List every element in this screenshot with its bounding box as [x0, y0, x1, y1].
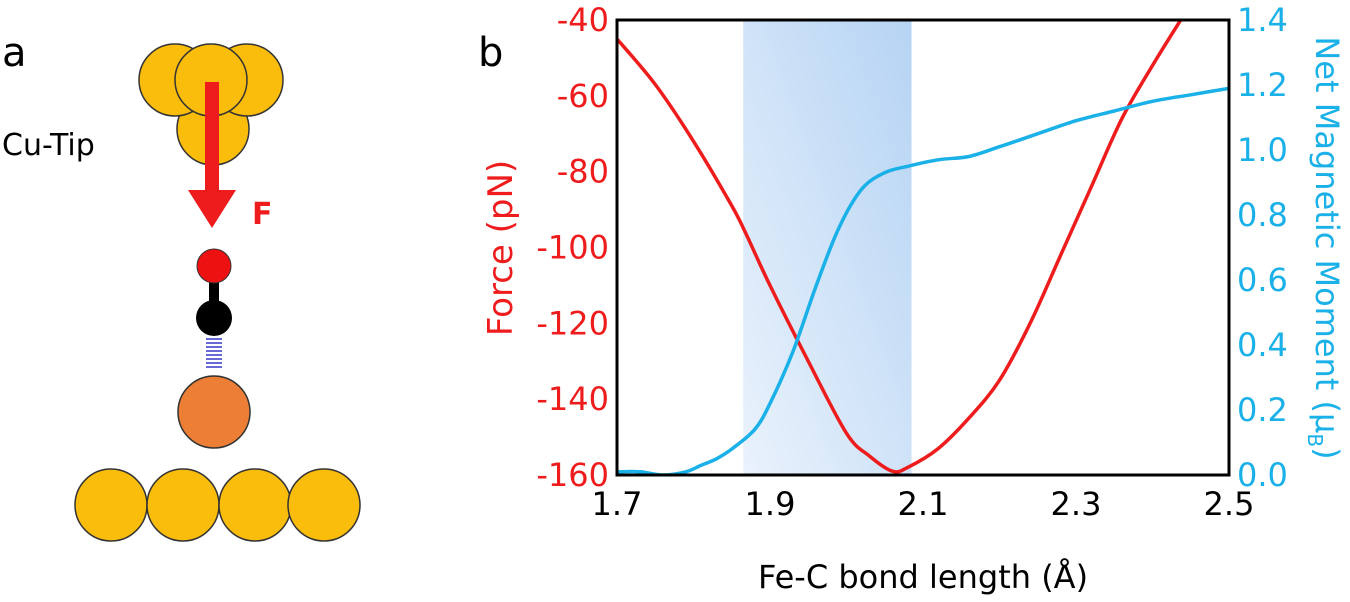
x-tick-label: 2.3 [1051, 485, 1102, 523]
y2-tick-label: 0.6 [1237, 261, 1288, 299]
cu-surface [74, 468, 361, 542]
y2-tick-label: 0.4 [1237, 326, 1288, 364]
x-axis-title: Fe-C bond length (Å) [758, 558, 1088, 596]
cu-tip-label: Cu-Tip [2, 128, 95, 163]
y2-tick-label: 0.8 [1237, 196, 1288, 234]
y2-tick-label: 1.4 [1237, 1, 1288, 39]
y-axis-title: Force (pN) [481, 160, 521, 336]
panel-a: a Cu-Tip F [2, 30, 361, 542]
cu-surface-atom [218, 468, 292, 542]
x-tick-label: 2.5 [1204, 485, 1255, 523]
x-tick-label: 1.9 [745, 485, 796, 523]
y2-tick-label: 0.0 [1237, 456, 1288, 494]
oxygen-atom [196, 248, 232, 284]
force-line [617, 20, 1183, 474]
fe-atom [177, 375, 251, 449]
y2-tick-label: 0.2 [1237, 391, 1288, 429]
magnetic-moment-line [617, 86, 1229, 475]
cu-surface-atom [287, 468, 361, 542]
x-tick-label: 1.7 [592, 485, 643, 523]
chart-area: -40 -60 -80 -100 -120 -140 -160 1.4 1.2 1.0 0.8 0.… [536, 1, 1288, 523]
panel-b-label: b [478, 30, 503, 76]
y-tick-label: -80 [557, 153, 609, 191]
y2-tick-label: 1.0 [1237, 131, 1288, 169]
y2-tick-label: 1.2 [1237, 66, 1288, 104]
y-tick-label: -40 [557, 1, 609, 39]
cu-surface-atom [146, 468, 220, 542]
x-tick-label: 2.1 [898, 485, 949, 523]
panel-b: b -40 -60 -80 -100 -120 -140 -160 1.4 1.2 1.0 0.8… [478, 1, 1346, 596]
y2-axis-title-close: ) [1308, 447, 1346, 459]
plot-frame [615, 18, 1231, 477]
force-label: F [252, 197, 273, 232]
y-tick-label: -140 [536, 380, 609, 418]
co-molecule [196, 248, 232, 336]
y2-axis-title: Net Magnetic Moment (μB) [1303, 36, 1346, 459]
force-arrow [188, 82, 236, 228]
fe-c-bond [206, 338, 222, 368]
cu-tip-cluster [138, 43, 284, 166]
y2-axis-title-main: Net Magnetic Moment (μ [1308, 36, 1346, 433]
cu-surface-atom [74, 468, 148, 542]
panel-a-label: a [2, 30, 27, 76]
carbon-atom [196, 300, 232, 336]
y-tick-label: -100 [536, 229, 609, 267]
y-tick-label: -60 [557, 77, 609, 115]
y-tick-label: -160 [536, 456, 609, 494]
y-tick-label: -120 [536, 304, 609, 342]
y2-axis-title-sub: B [1303, 433, 1327, 447]
